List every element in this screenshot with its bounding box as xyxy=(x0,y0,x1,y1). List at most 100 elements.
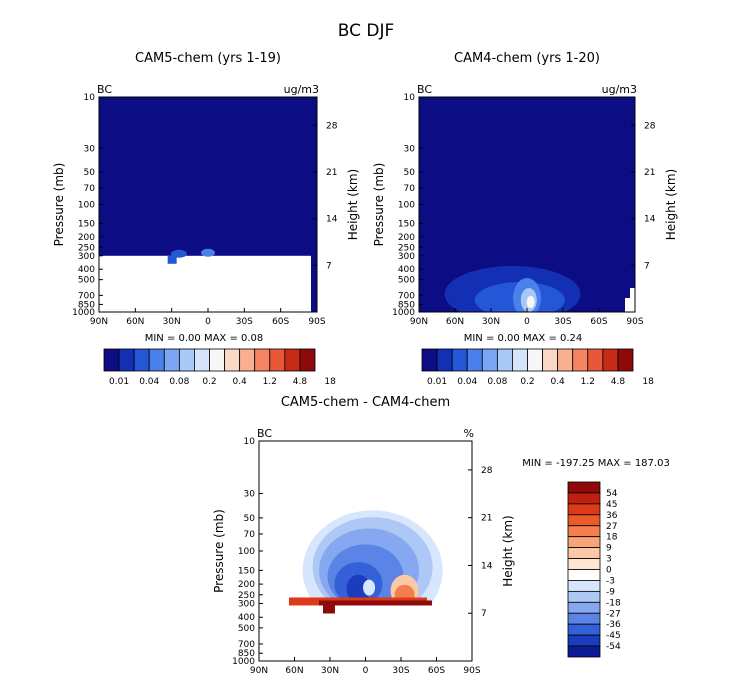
x-tick-label: 30S xyxy=(392,666,409,676)
colorbar-label: -18 xyxy=(606,598,621,608)
height-tick-label: 28 xyxy=(326,121,338,131)
colorbar-box xyxy=(436,348,453,372)
colorbar-label: 4.8 xyxy=(611,377,626,387)
colorbar-label: -36 xyxy=(606,620,621,630)
colorbar-box xyxy=(567,547,601,559)
units-label: % xyxy=(464,427,474,440)
field xyxy=(259,441,472,661)
y-tick-label: 850 xyxy=(398,300,415,310)
x-tick-label: 60S xyxy=(272,317,289,327)
y-tick-label: 850 xyxy=(238,649,255,659)
x-tick-label: 60N xyxy=(285,666,303,676)
colorbar-box xyxy=(557,348,574,372)
colorbar-label: 4.8 xyxy=(293,377,308,387)
y-tick-label: 50 xyxy=(244,514,256,524)
colorbar-box xyxy=(178,348,195,372)
min-max-text: MIN = 0.00 MAX = 0.08 xyxy=(145,333,264,344)
right-axis-title: Height (km) xyxy=(664,169,678,240)
species-label: BC xyxy=(97,83,112,96)
difference-blob xyxy=(346,574,371,603)
y-tick-label: 100 xyxy=(238,547,255,557)
y-tick-label: 70 xyxy=(84,184,96,194)
colorbar-box xyxy=(481,348,498,372)
units-label: ug/m3 xyxy=(284,83,319,96)
height-tick-label: 21 xyxy=(326,168,337,178)
colorbar-box xyxy=(269,348,286,372)
colorbar-label: 3 xyxy=(606,555,612,565)
right-axis-title: Height (km) xyxy=(346,169,360,240)
y-tick-label: 150 xyxy=(238,566,255,576)
x-tick-label: 60S xyxy=(590,317,607,327)
colorbar-box xyxy=(567,569,601,581)
y-tick-label: 1000 xyxy=(392,308,415,318)
x-tick-label: 60N xyxy=(446,317,464,327)
colorbar-label: 0.01 xyxy=(427,377,447,387)
height-tick-label: 28 xyxy=(644,121,656,131)
colorbar-box xyxy=(118,348,135,372)
colorbar-box xyxy=(567,525,601,538)
colorbar-box xyxy=(148,348,165,372)
colorbar-label: -54 xyxy=(606,642,621,652)
y-tick-label: 400 xyxy=(78,265,95,275)
x-tick-label: 0 xyxy=(524,317,530,327)
colorbar-label: 9 xyxy=(606,544,612,554)
height-tick-label: 21 xyxy=(481,514,492,524)
y-tick-label: 10 xyxy=(244,437,256,447)
colorbar-box xyxy=(194,348,210,372)
y-tick-label: 100 xyxy=(78,201,95,211)
height-tick-label: 7 xyxy=(326,261,332,271)
field xyxy=(419,97,635,312)
species-label: BC xyxy=(417,83,432,96)
y-axis-title: Pressure (mb) xyxy=(372,163,386,247)
colorbar-box xyxy=(567,601,601,614)
colorbar-label: 27 xyxy=(606,522,617,532)
right-axis-title: Height (km) xyxy=(501,515,515,586)
colorbar-label: 1.2 xyxy=(263,377,277,387)
y-tick-label: 500 xyxy=(398,276,415,286)
x-tick-label: 90S xyxy=(463,666,480,676)
difference-cell xyxy=(323,603,335,614)
y-tick-label: 400 xyxy=(238,613,255,623)
colorbar-box xyxy=(567,645,601,658)
colorbar-label: 0.4 xyxy=(550,377,565,387)
colorbar-box xyxy=(567,580,601,592)
colorbar-box xyxy=(496,348,513,372)
y-axis-title: Pressure (mb) xyxy=(212,509,226,593)
colorbar-box xyxy=(512,348,528,372)
colorbar-label: -9 xyxy=(606,587,615,597)
y-tick-label: 700 xyxy=(398,291,415,301)
x-tick-label: 90N xyxy=(410,317,428,327)
y-tick-label: 500 xyxy=(238,624,255,634)
x-tick-label: 90S xyxy=(308,317,325,327)
colorbar-label: 0.08 xyxy=(487,377,507,387)
y-tick-label: 1000 xyxy=(232,657,255,667)
colorbar-box xyxy=(567,514,601,527)
y-tick-label: 300 xyxy=(238,599,255,609)
x-tick-label: 30N xyxy=(321,666,339,676)
y-tick-label: 250 xyxy=(238,591,255,601)
y-tick-label: 10 xyxy=(84,93,96,103)
y-tick-label: 30 xyxy=(84,144,96,154)
colorbar-box xyxy=(567,590,601,603)
y-tick-label: 700 xyxy=(238,640,255,650)
y-tick-label: 250 xyxy=(398,243,415,253)
concentration-blob xyxy=(201,248,215,257)
y-tick-label: 30 xyxy=(404,144,416,154)
y-tick-label: 700 xyxy=(78,291,95,301)
difference-blob xyxy=(363,579,376,596)
colorbar-box xyxy=(567,558,601,570)
colorbar-label: -45 xyxy=(606,631,621,641)
colorbar-box xyxy=(103,348,120,372)
colorbar-box xyxy=(527,348,543,372)
colorbar-box xyxy=(421,348,438,372)
colorbar-box xyxy=(224,348,241,372)
y-tick-label: 1000 xyxy=(72,308,95,318)
colorbar-box xyxy=(567,492,601,505)
missing-region xyxy=(99,255,317,312)
species-label: BC xyxy=(257,427,272,440)
colorbar-box xyxy=(209,348,225,372)
x-tick-label: 90N xyxy=(250,666,268,676)
x-tick-label: 60N xyxy=(126,317,144,327)
y-axis-title: Pressure (mb) xyxy=(52,163,66,247)
